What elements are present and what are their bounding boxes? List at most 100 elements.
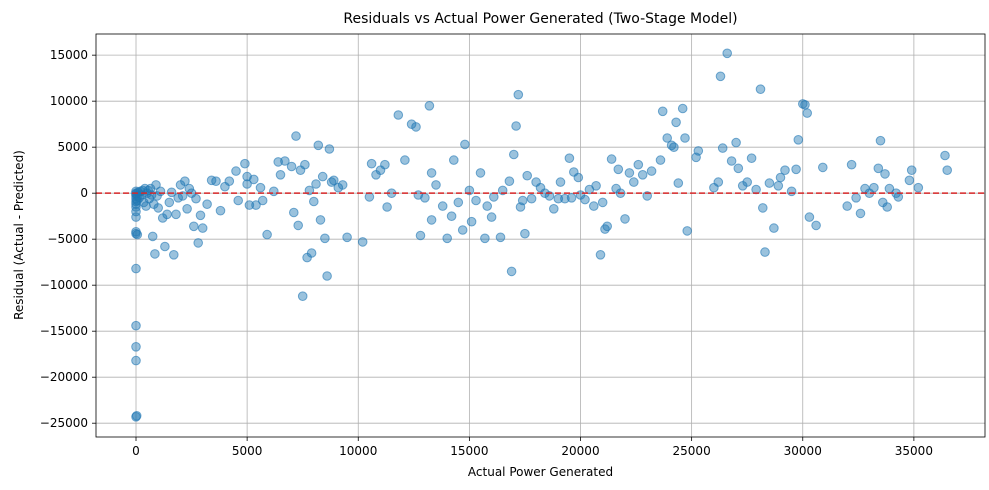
data-point [280,156,290,166]
data-point [791,164,801,175]
data-point [132,229,143,240]
data-point [513,89,524,100]
data-point [242,179,252,189]
data-point [773,181,784,191]
data-point [717,143,728,153]
data-point [131,320,141,331]
data-point [722,48,733,59]
chart-title: Residuals vs Actual Power Generated (Two… [343,11,737,27]
data-point [517,195,528,206]
data-point [411,122,421,132]
y-axis-label: Residual (Actual - Predicted) [12,150,26,320]
data-point [882,202,893,212]
data-point [131,411,142,421]
data-point [506,266,517,277]
data-point [780,165,790,175]
data-point [629,177,639,187]
data-point [431,180,441,190]
data-point [875,135,886,146]
data-point [755,84,766,94]
data-point [169,250,179,260]
data-point [818,162,828,173]
data-point [758,203,768,213]
data-point [793,135,804,145]
data-point [733,163,744,174]
data-point [457,225,468,235]
data-point [393,110,404,120]
data-point [309,196,319,207]
y-tick-label: −15000 [40,324,88,338]
data-point [800,100,810,110]
grid-lines [96,34,985,437]
data-point [297,291,308,302]
data-point [760,247,770,257]
data-point [804,212,815,222]
data-point [337,180,348,190]
data-point [262,229,272,240]
x-tick-label: 20000 [561,444,599,458]
data-point [249,174,259,185]
data-point [449,155,459,165]
data-point [746,153,757,163]
data-point [713,177,724,187]
data-point [324,144,335,154]
data-point [313,140,324,151]
data-point [420,193,430,203]
data-point [671,117,681,128]
data-point [677,103,688,114]
data-point [606,154,617,164]
data-point [291,131,301,141]
data-point [566,193,577,203]
data-point [851,193,861,203]
data-point [526,193,537,204]
y-tick-label: 15000 [50,48,88,62]
data-point [191,193,201,204]
data-point [682,226,693,236]
data-point [357,237,368,247]
data-point [633,159,644,170]
data-point [940,150,950,161]
data-point [322,271,332,281]
data-point [380,159,390,170]
plot-frame [95,33,986,438]
data-point [342,232,352,243]
data-point [769,223,779,233]
data-point [573,172,584,183]
data-point [251,200,261,210]
data-point [662,133,673,143]
data-point [131,212,141,222]
data-point [657,106,668,117]
y-tick-label: −25000 [40,416,88,430]
x-tick-label: 35000 [895,444,933,458]
data-point [162,209,172,220]
data-point [602,221,613,232]
data-point [802,108,813,118]
data-point [171,209,181,220]
x-axis-label: Actual Power Generated [468,465,613,479]
data-point [182,204,192,214]
y-tick-label: −10000 [40,278,88,292]
data-point [366,158,377,169]
data-point [846,159,857,170]
data-point [293,220,304,231]
data-point [869,182,879,193]
data-point [495,232,506,243]
data-point [742,177,753,187]
data-point [151,180,161,190]
data-point [504,176,515,186]
data-point [646,166,657,176]
data-point [509,149,519,160]
data-point [726,156,737,166]
x-tick-label: 15000 [450,444,488,458]
data-point [669,142,679,152]
data-point [904,175,915,186]
data-point [180,176,190,186]
data-point [195,210,206,221]
data-point [486,212,497,222]
data-point [320,233,330,244]
data-point [880,169,890,179]
data-point [164,197,175,208]
data-point [240,158,250,169]
